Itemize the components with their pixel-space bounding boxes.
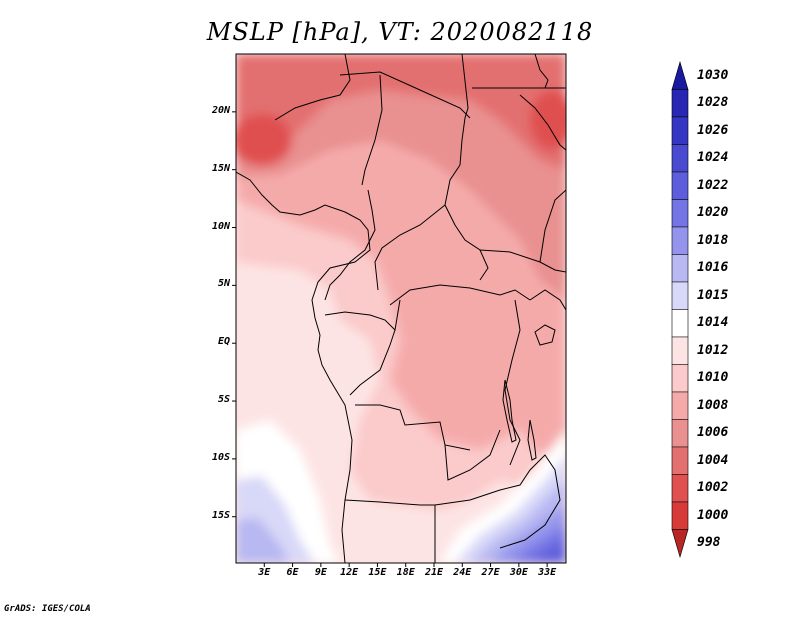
colorbar-swatch xyxy=(671,529,689,559)
border-ethiopia xyxy=(539,189,566,263)
x-tick-label: 12E xyxy=(340,567,359,578)
red-sea-coast xyxy=(519,94,566,151)
colorbar-swatch xyxy=(671,391,689,420)
colorbar-swatch xyxy=(671,446,689,475)
colorbar-label: 1018 xyxy=(697,232,729,248)
field-region-1006 xyxy=(236,54,566,300)
x-tick-label: 33E xyxy=(538,567,557,578)
colorbar-label: 1010 xyxy=(697,370,729,386)
border-mauritania-mali xyxy=(274,54,351,121)
border-zimbabwe-moz xyxy=(469,454,561,549)
colorbar-label: 1016 xyxy=(697,260,729,276)
colorbar-label: 1004 xyxy=(697,452,729,468)
colorbar-swatch xyxy=(671,199,689,228)
colorbar-swatch xyxy=(671,419,689,448)
colorbar-swatch xyxy=(671,254,689,283)
colorbar xyxy=(671,60,689,559)
colorbar-swatch xyxy=(671,364,689,393)
lake-tanganyika xyxy=(502,379,517,443)
x-tick-label: 18E xyxy=(396,567,415,578)
y-tick-label: 10S xyxy=(211,451,230,463)
colorbar-swatch xyxy=(671,144,689,173)
colorbar-swatch xyxy=(671,474,689,503)
border-angola-namibia xyxy=(344,499,471,506)
colorbar-swatch xyxy=(671,116,689,145)
border-car-drc xyxy=(389,284,531,306)
colorbar-swatch xyxy=(671,226,689,255)
lake-malawi xyxy=(527,419,537,461)
colorbar-label: 1020 xyxy=(697,205,729,221)
colorbar-label: 1015 xyxy=(697,287,729,303)
border-algeria-mali-niger xyxy=(339,71,471,119)
grads-credit: GrADS: IGES/COLA xyxy=(4,604,91,614)
x-tick-label: 3E xyxy=(258,567,271,578)
colorbar-swatch xyxy=(671,309,689,338)
y-tick-label: EQ xyxy=(217,336,230,348)
x-tick-label: 30E xyxy=(509,567,528,578)
pressure-field xyxy=(236,54,566,563)
colorbar-label: 1022 xyxy=(697,177,729,193)
x-tick-label: 6E xyxy=(286,567,299,578)
colorbar-swatch xyxy=(671,281,689,310)
chart-title: MSLP [hPa], VT: 2020082118 xyxy=(206,18,594,46)
colorbar-label: 1024 xyxy=(697,150,729,166)
map-frame xyxy=(235,53,567,564)
colorbar-label: 1028 xyxy=(697,95,729,111)
field-region-1002-west xyxy=(236,114,292,166)
colorbar-swatch xyxy=(671,171,689,200)
border-nigeria-cameroon xyxy=(324,189,376,301)
colorbar-swatch xyxy=(671,336,689,365)
y-tick-label: 20N xyxy=(211,104,230,116)
y-tick-label: 10N xyxy=(211,220,230,232)
x-tick-label: 24E xyxy=(453,567,472,578)
border-congo-gabon xyxy=(324,299,401,332)
coastline-west-africa xyxy=(236,171,371,563)
colorbar-label: 1014 xyxy=(697,315,729,331)
field-region-1004 xyxy=(236,54,566,170)
colorbar-label: 1026 xyxy=(697,122,729,138)
lake-victoria xyxy=(534,324,556,346)
border-libya-chad-sudan xyxy=(459,54,469,166)
axis-ticks xyxy=(232,111,548,567)
colorbar-label: 1002 xyxy=(697,480,729,496)
colorbar-label: 1008 xyxy=(697,397,729,413)
field-region-1002-east xyxy=(530,90,566,150)
colorbar-label: 1000 xyxy=(697,507,729,523)
colorbar-label: 998 xyxy=(697,535,721,551)
border-east-lakes xyxy=(504,299,521,466)
border-chad-sudan xyxy=(444,164,489,281)
colorbar-label: 1006 xyxy=(697,425,729,441)
nile-river xyxy=(534,54,549,89)
colorbar-swatch xyxy=(671,89,689,118)
border-congo-drc xyxy=(349,329,396,396)
x-tick-label: 27E xyxy=(481,567,500,578)
y-tick-label: 5S xyxy=(217,394,230,406)
colorbar-label: 1030 xyxy=(697,67,729,83)
colorbar-swatch xyxy=(671,501,689,530)
x-tick-label: 21E xyxy=(424,567,444,578)
y-tick-label: 15N xyxy=(211,162,230,174)
country-boundaries xyxy=(236,54,566,563)
colorbar-swatch xyxy=(671,60,689,90)
border-east-africa xyxy=(529,289,566,311)
border-chad-car xyxy=(374,204,446,291)
field-region-1022-se xyxy=(530,540,566,563)
border-drc-zambia xyxy=(444,429,501,481)
colorbar-label: 1012 xyxy=(697,342,729,358)
y-tick-label: 15S xyxy=(211,509,230,521)
x-tick-label: 9E xyxy=(314,567,327,578)
border-niger-chad xyxy=(361,74,383,186)
y-tick-label: 5N xyxy=(217,278,230,290)
field-region-1016-sw xyxy=(236,518,290,563)
x-tick-label: 15E xyxy=(368,567,387,578)
